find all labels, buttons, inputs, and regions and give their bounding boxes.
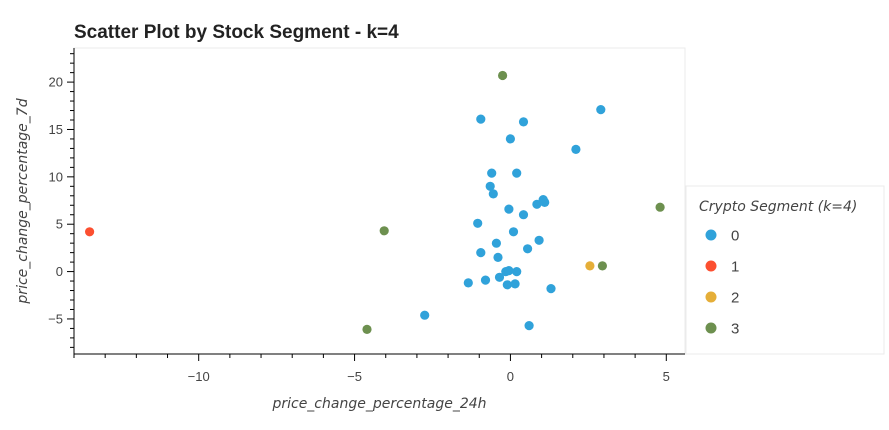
data-point-segment-0[interactable] <box>476 248 486 258</box>
data-point-segment-0[interactable] <box>523 244 533 254</box>
data-point-segment-0[interactable] <box>510 279 520 289</box>
chart-title: Scatter Plot by Stock Segment - k=4 <box>74 22 399 43</box>
data-point-segment-0[interactable] <box>488 189 498 199</box>
legend-label-1: 1 <box>731 259 739 276</box>
y-axis-ticks: −5 0 5 10 15 20 <box>48 53 74 348</box>
data-point-segment-0[interactable] <box>473 218 483 228</box>
data-point-segment-0[interactable] <box>596 105 606 115</box>
data-point-segment-0[interactable] <box>518 117 529 127</box>
legend-marker-0 <box>705 229 717 241</box>
data-point-segment-0[interactable] <box>524 321 534 331</box>
data-point-segment-0[interactable] <box>508 227 519 237</box>
data-point-segment-0[interactable] <box>504 266 514 276</box>
legend-marker-2 <box>705 291 717 303</box>
plot-frame <box>73 47 686 355</box>
legend-title: Crypto Segment (k=4) <box>699 199 857 215</box>
legend-label-2: 2 <box>731 290 739 307</box>
data-point-segment-0[interactable] <box>518 210 529 220</box>
legend-label-0: 0 <box>731 228 739 245</box>
data-point-segment-0[interactable] <box>532 199 542 209</box>
x-axis-label: price_change_percentage_24h <box>271 396 486 412</box>
data-point-segment-0[interactable] <box>420 310 430 320</box>
data-point-segment-3[interactable] <box>597 261 608 271</box>
data-point-segment-0[interactable] <box>493 252 503 262</box>
data-point-segment-3[interactable] <box>655 202 665 212</box>
data-point-segment-0[interactable] <box>546 284 556 294</box>
data-point-segment-2[interactable] <box>585 261 595 271</box>
y-tick-label: −5 <box>48 311 63 326</box>
data-point-segment-0[interactable] <box>512 168 522 178</box>
y-axis-label: price_change_percentage_7d <box>15 98 31 304</box>
legend-frame <box>685 185 885 355</box>
x-axis-ticks: −10 −5 0 5 <box>73 354 670 384</box>
y-tick-label: 0 <box>56 264 63 279</box>
x-tick-label: −10 <box>188 369 210 384</box>
data-point-segment-0[interactable] <box>485 181 495 191</box>
legend-label-3: 3 <box>731 321 739 338</box>
data-point-segment-0[interactable] <box>480 275 491 285</box>
data-point-segment-0[interactable] <box>505 134 515 144</box>
legend-items: 0 1 2 3 <box>705 228 739 338</box>
data-point-segment-0[interactable] <box>476 114 486 124</box>
data-point-segment-0[interactable] <box>512 267 522 277</box>
data-point-segment-3[interactable] <box>362 324 372 334</box>
data-point-segment-0[interactable] <box>534 235 544 245</box>
legend-marker-1 <box>705 260 717 272</box>
points-layer <box>85 70 665 334</box>
data-point-segment-1[interactable] <box>85 227 95 237</box>
data-point-segment-0[interactable] <box>571 144 581 154</box>
legend-marker-3 <box>705 322 717 334</box>
y-tick-label: 15 <box>49 122 63 137</box>
data-point-segment-0[interactable] <box>504 204 514 214</box>
x-tick-label: −5 <box>347 369 362 384</box>
legend: Crypto Segment (k=4) 0 1 2 3 <box>685 185 885 355</box>
data-point-segment-0[interactable] <box>494 272 505 282</box>
y-tick-label: 10 <box>49 169 63 184</box>
data-point-segment-0[interactable] <box>463 278 473 288</box>
y-tick-label: 20 <box>49 75 63 90</box>
data-point-segment-0[interactable] <box>491 238 501 248</box>
data-point-segment-3[interactable] <box>379 226 389 236</box>
y-tick-label: 5 <box>56 217 63 232</box>
x-tick-label: 0 <box>507 369 514 384</box>
data-point-segment-0[interactable] <box>540 197 550 207</box>
x-tick-label: 5 <box>663 369 670 384</box>
data-point-segment-0[interactable] <box>487 168 497 178</box>
data-point-segment-3[interactable] <box>498 70 508 81</box>
data-point-segment-0[interactable] <box>502 280 512 290</box>
